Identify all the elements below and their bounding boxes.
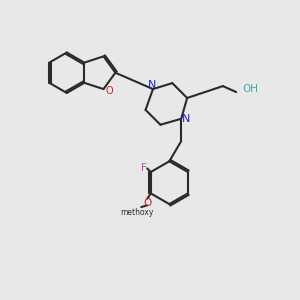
Text: OH: OH: [243, 84, 259, 94]
Text: F: F: [141, 163, 147, 173]
Text: N: N: [148, 80, 156, 90]
Text: O: O: [105, 86, 113, 97]
Text: N: N: [182, 114, 190, 124]
Text: O: O: [144, 198, 152, 208]
Text: methoxy: methoxy: [120, 208, 154, 217]
